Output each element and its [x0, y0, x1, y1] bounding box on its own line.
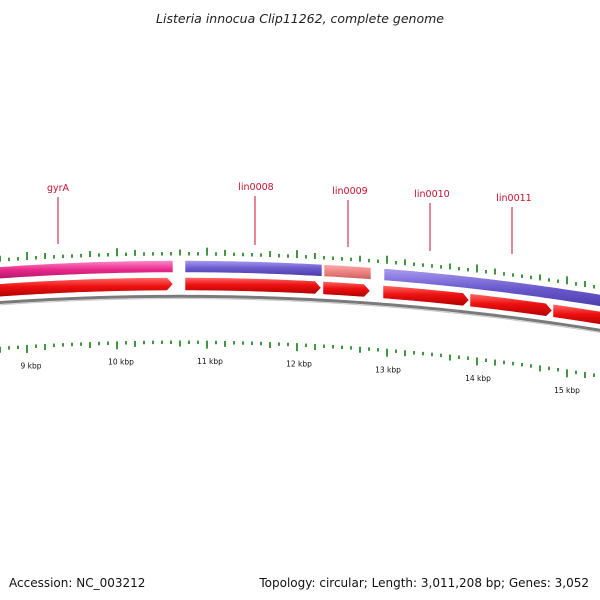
- cds-segment-lin0008[interactable]: [184, 260, 323, 277]
- gene-arrow[interactable]: [0, 277, 174, 298]
- gene-arrow[interactable]: [469, 293, 553, 317]
- scale-labels: 9 kbp 10 kbp 11 kbp 12 kbp 13 kbp 14 kbp 15 kb…: [20, 357, 580, 395]
- accession-label: Accession: NC_003212: [9, 576, 146, 590]
- map-title: Listeria innocua Clip11262, complete gen…: [156, 11, 444, 26]
- gc-skew-track-bottom: [0, 340, 595, 379]
- backbone-circle: [0, 294, 600, 334]
- scale-label: 9 kbp: [20, 361, 41, 370]
- cds-track: [0, 260, 600, 309]
- gene-arrow[interactable]: [552, 304, 600, 326]
- gene-labels: gyrA lin0008 lin0009 lin0010 lin0011: [47, 182, 532, 254]
- genome-stats: Topology: circular; Length: 3,011,208 bp…: [259, 576, 589, 590]
- scale-label: 10 kbp: [108, 358, 134, 367]
- scale-label: 13 kbp: [375, 365, 401, 374]
- scale-label: 14 kbp: [465, 374, 491, 383]
- backbone-inner: [0, 298, 600, 334]
- gc-skew-track-top: [0, 247, 595, 289]
- backbone-outer: [0, 294, 600, 332]
- gene-arrow[interactable]: [382, 285, 470, 307]
- gene-label-lin0011: lin0011: [496, 193, 531, 204]
- cds-segment-gyrA[interactable]: [0, 260, 174, 280]
- gene-label-lin0010: lin0010: [414, 189, 449, 200]
- gene-arrow[interactable]: [184, 277, 322, 295]
- cds-segment-lin0010-lin0011[interactable]: [383, 268, 600, 309]
- gene-label-gyra: gyrA: [47, 183, 70, 194]
- cds-segment-lin0009[interactable]: [323, 264, 372, 280]
- gene-label-lin0008: lin0008: [238, 182, 273, 193]
- scale-label: 12 kbp: [286, 360, 312, 369]
- gene-label-lin0009: lin0009: [332, 186, 367, 197]
- scale-label: 11 kbp: [197, 357, 223, 366]
- gene-track: [0, 277, 600, 326]
- gene-arrow[interactable]: [322, 281, 371, 298]
- scale-label: 15 kbp: [554, 386, 580, 395]
